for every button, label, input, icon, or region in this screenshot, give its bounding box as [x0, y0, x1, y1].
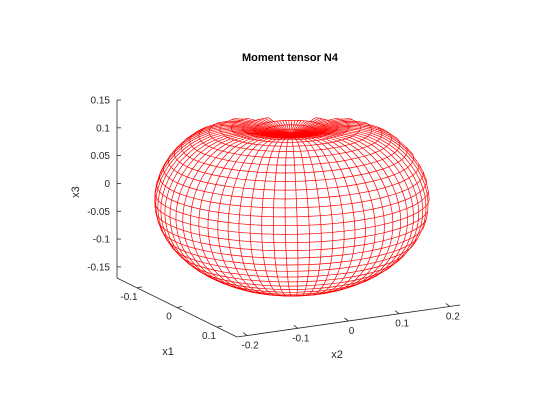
- mesh-meridian: [290, 134, 402, 287]
- mesh-parallel: [160, 227, 424, 259]
- mesh-meridian: [290, 135, 356, 295]
- mesh-parallel: [181, 138, 401, 174]
- x3-tick-label: 0.1: [96, 123, 110, 134]
- mesh-parallel: [186, 261, 398, 283]
- x1-tick-label: 0: [166, 312, 172, 323]
- mesh-parallel: [219, 118, 361, 147]
- x1-ticks: -0.1 0 0.1: [120, 286, 223, 342]
- x3-tick-label: -0.1: [93, 235, 111, 246]
- mesh-meridian: [290, 135, 334, 296]
- mesh-meridian: [238, 135, 291, 296]
- x3-tick-label: -0.15: [87, 262, 110, 273]
- mesh-parallel: [154, 191, 429, 227]
- mesh-meridian: [182, 134, 291, 291]
- x3-ticks: 0.15 0.1 0.05 0 -0.05 -0.1 -0.15: [87, 96, 121, 273]
- mesh-meridian: [290, 135, 310, 297]
- x2-tick-mark: [242, 332, 248, 336]
- mesh-parallel: [215, 279, 369, 293]
- x1-tick-mark: [176, 306, 183, 308]
- mesh-meridian: [227, 135, 291, 296]
- surface-mesh: [154, 117, 430, 297]
- x1-tick-mark: [136, 286, 143, 289]
- mesh-parallel: [165, 238, 418, 266]
- x3-tick-label: 0: [104, 179, 110, 190]
- x2-tick-label: -0.2: [242, 341, 260, 352]
- x3-tick-label: -0.05: [87, 207, 110, 218]
- x2-tick-mark: [445, 303, 451, 307]
- mesh-meridian: [157, 130, 291, 262]
- mesh-parallel: [253, 119, 327, 139]
- x2-tick-mark: [344, 317, 349, 322]
- mesh-parallel: [163, 164, 420, 200]
- mesh-parallel: [242, 117, 338, 141]
- mesh-parallel: [179, 255, 405, 278]
- x2-tick-label: 0: [349, 326, 355, 337]
- x2-axis-label: x2: [331, 349, 343, 361]
- mesh-meridian: [290, 135, 322, 297]
- mesh-parallel: [207, 275, 377, 290]
- x1-tick-label: -0.1: [120, 292, 138, 303]
- x3-tick-label: 0.05: [91, 151, 111, 162]
- mesh-parallel: [168, 153, 414, 191]
- mesh-parallel: [159, 171, 424, 209]
- mesh-meridian: [217, 135, 291, 295]
- mesh-parallel: [174, 146, 408, 182]
- mesh-meridian: [186, 123, 291, 139]
- mesh-meridian: [290, 128, 429, 229]
- x3-tick-label: 0.15: [91, 96, 111, 107]
- mesh-meridian: [290, 129, 427, 247]
- mesh-meridian: [290, 135, 345, 296]
- mesh-meridian: [284, 135, 293, 297]
- x1-tick-mark: [216, 325, 223, 328]
- mesh-meridian: [249, 135, 291, 297]
- mesh-parallel: [156, 180, 427, 218]
- mesh-meridian: [290, 124, 413, 155]
- x1-axis-label: x1: [162, 346, 174, 358]
- mesh-meridian: [155, 129, 291, 247]
- mesh-parallel: [281, 132, 299, 138]
- mesh-parallel: [196, 268, 388, 287]
- x2-tick-label: -0.1: [292, 333, 310, 344]
- mesh-parallel: [198, 126, 383, 159]
- mesh-parallel: [154, 199, 430, 235]
- mesh-meridian: [154, 128, 291, 229]
- mesh-parallel: [273, 128, 308, 138]
- x2-tick-label: 0.1: [395, 319, 409, 330]
- mesh-meridian: [290, 135, 366, 295]
- x2-tick-label: 0.2: [446, 311, 460, 322]
- mesh-meridian: [175, 134, 291, 287]
- mesh-meridian: [290, 130, 424, 262]
- x1-tick-label: 0.1: [202, 331, 216, 342]
- mesh-meridian: [290, 123, 398, 139]
- mesh-parallel: [208, 122, 372, 152]
- mesh-parallel: [264, 124, 317, 139]
- mesh-meridian: [198, 135, 291, 294]
- x2-tick-mark: [293, 324, 299, 329]
- x2-ticks: -0.2 -0.1 0 0.1 0.2: [242, 303, 460, 352]
- x3-axis-label: x3: [70, 186, 82, 198]
- mesh-parallel: [189, 130, 392, 166]
- x2-tick-mark: [394, 310, 400, 315]
- mesh-parallel: [171, 245, 413, 272]
- mesh-meridian: [207, 135, 291, 295]
- mesh-meridian: [290, 135, 385, 292]
- mesh-meridian: [290, 135, 376, 294]
- mesh-parallel: [231, 117, 350, 143]
- mesh-meridian: [273, 135, 291, 297]
- chart-title: Moment tensor N4: [242, 52, 339, 64]
- mesh-parallel: [155, 211, 428, 244]
- mesh-meridian: [190, 135, 291, 292]
- mesh-parallel: [157, 219, 427, 252]
- mesh-meridian: [290, 135, 299, 297]
